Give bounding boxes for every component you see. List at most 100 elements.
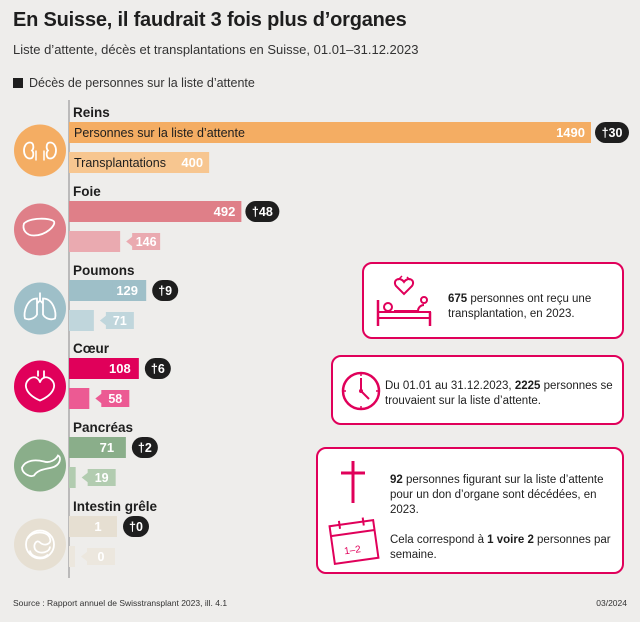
death-pill-reins <box>595 122 629 143</box>
value-deaths-reins: †30 <box>602 126 623 140</box>
callout-week-text: Cela correspond à 1 voire 2 personnes pa… <box>390 534 611 561</box>
organ-circle-poumons <box>14 282 66 335</box>
cross-icon <box>341 461 365 503</box>
callout-waiting-list: Du 01.01 au 31.12.2023, 2225 personnes s… <box>331 355 624 425</box>
bar-transplants-foie <box>69 231 121 252</box>
value-transplants-foie: 146 <box>136 235 157 249</box>
series-label-transplants: Transplantations <box>74 156 166 170</box>
trachea-shape <box>36 292 44 305</box>
category-label-foie: Foie <box>73 184 101 199</box>
bar-waiting-reins <box>69 122 591 143</box>
bar-transplants-c-ur <box>69 388 90 409</box>
callout-transplantations-text: 675 personnes ont reçu une transplantati… <box>448 293 592 320</box>
bar-waiting-foie <box>69 201 242 222</box>
value-tag-poumons <box>105 312 134 329</box>
series-label-waiting: Personnes sur la liste d’attente <box>74 126 245 140</box>
liver-shape <box>22 217 56 237</box>
callout-deaths: 92 personnes figurant sur la liste d’att… <box>316 447 624 574</box>
kidney-right-shape <box>45 141 57 160</box>
value-waiting-c-ur: 108 <box>109 361 131 376</box>
value-transplants-intestin-grele: 0 <box>98 550 105 564</box>
pancreas-icon <box>21 454 61 477</box>
death-pill-poumons <box>152 280 179 301</box>
category-label-pancreas: Pancréas <box>73 420 133 435</box>
liver-icon <box>22 217 56 237</box>
value-tag-arrow-c-ur <box>95 393 103 404</box>
callout-waiting-list-text: Du 01.01 au 31.12.2023, 2225 personnes s… <box>385 380 613 407</box>
legend: Décès de personnes sur la liste d’attent… <box>13 76 255 90</box>
organ-circle-pancreas <box>14 439 66 492</box>
bar-waiting-c-ur <box>69 358 107 379</box>
bar-waiting-extension-pancreas <box>91 437 126 458</box>
bar-transplants-reins <box>69 152 210 173</box>
value-deaths-c-ur: †6 <box>151 362 165 376</box>
organ-circle-reins <box>14 124 66 177</box>
heart-vessel-shape <box>37 370 45 379</box>
organ-circle-c-ur <box>14 360 66 413</box>
value-tag-intestin-grele <box>87 548 115 565</box>
value-transplants-poumons: 71 <box>113 314 127 328</box>
pancreas-shape <box>21 454 61 477</box>
value-tag-arrow-pancreas <box>81 472 89 483</box>
value-waiting-pancreas: 71 <box>100 440 114 455</box>
bar-transplants-poumons <box>69 310 94 331</box>
calendar-icon: 1–2 <box>328 517 380 566</box>
value-tag-arrow-foie <box>126 236 134 247</box>
death-pill-c-ur <box>144 358 171 379</box>
value-transplants-c-ur: 58 <box>108 392 122 406</box>
date-note: 03/2024 <box>596 598 627 608</box>
organ-circle-foie <box>14 203 66 256</box>
death-pill-foie <box>245 201 280 222</box>
bar-transplants-intestin-grele <box>69 546 75 567</box>
value-tag-pancreas <box>87 469 116 486</box>
source-note: Source : Rapport annuel de Swisstranspla… <box>13 598 228 608</box>
bar-waiting-poumons <box>69 280 115 301</box>
value-waiting-intestin-grele: 1 <box>94 519 101 534</box>
value-deaths-poumons: †9 <box>158 284 172 298</box>
kidney-left-shape <box>23 141 35 160</box>
value-tag-c-ur <box>101 390 130 407</box>
lung-right-shape <box>42 297 57 321</box>
bar-waiting-extension-intestin-grele <box>83 516 117 537</box>
callout-deaths-text: 92 personnes figurant sur la liste d’att… <box>390 474 604 516</box>
category-label-reins: Reins <box>73 105 110 120</box>
value-deaths-intestin-grele: †0 <box>129 520 143 534</box>
lung-left-shape <box>23 297 38 321</box>
callout-transplantations: 675 personnes ont reçu une transplantati… <box>362 262 624 339</box>
bar-waiting-pancreas <box>69 437 94 458</box>
category-label-c-ur: Cœur <box>73 341 110 356</box>
bar-waiting-intestin-grele <box>69 516 85 537</box>
organ-circle-intestin-grele <box>14 518 66 571</box>
bar-waiting-extension-poumons <box>112 280 147 301</box>
heart-shape <box>25 376 55 402</box>
page-subtitle: Liste d’attente, décès et transplantatio… <box>13 42 419 57</box>
value-deaths-pancreas: †2 <box>138 441 152 455</box>
calendar-label: 1–2 <box>344 544 362 557</box>
bar-transplants-pancreas <box>69 467 76 488</box>
intestine-icon <box>25 529 55 560</box>
lungs-icon <box>23 292 57 321</box>
legend-swatch <box>13 78 23 88</box>
intestine-shape <box>27 531 52 559</box>
value-waiting-poumons: 129 <box>116 283 138 298</box>
value-waiting-reins: 1490 <box>556 125 585 140</box>
death-pill-intestin-grele <box>123 516 149 537</box>
value-tag-arrow-intestin-grele <box>81 551 88 562</box>
kidney-ureter-shape <box>35 150 45 161</box>
intestine-outline <box>25 529 55 560</box>
category-label-poumons: Poumons <box>73 263 135 278</box>
hospital-bed-icon <box>376 275 432 326</box>
value-tag-foie <box>132 233 161 250</box>
legend-label: Décès de personnes sur la liste d’attent… <box>29 76 255 90</box>
page-title: En Suisse, il faudrait 3 fois plus d’org… <box>13 9 407 31</box>
category-label-intestin-grele: Intestin grêle <box>73 499 158 514</box>
heart-icon <box>25 370 55 402</box>
death-pill-pancreas <box>131 437 158 458</box>
value-transplants-pancreas: 19 <box>95 471 109 485</box>
value-waiting-foie: 492 <box>214 204 236 219</box>
bar-waiting-extension-c-ur <box>104 358 139 379</box>
clock-icon <box>341 371 381 411</box>
kidney-icon <box>23 141 57 161</box>
value-transplants-reins: 400 <box>181 155 203 170</box>
